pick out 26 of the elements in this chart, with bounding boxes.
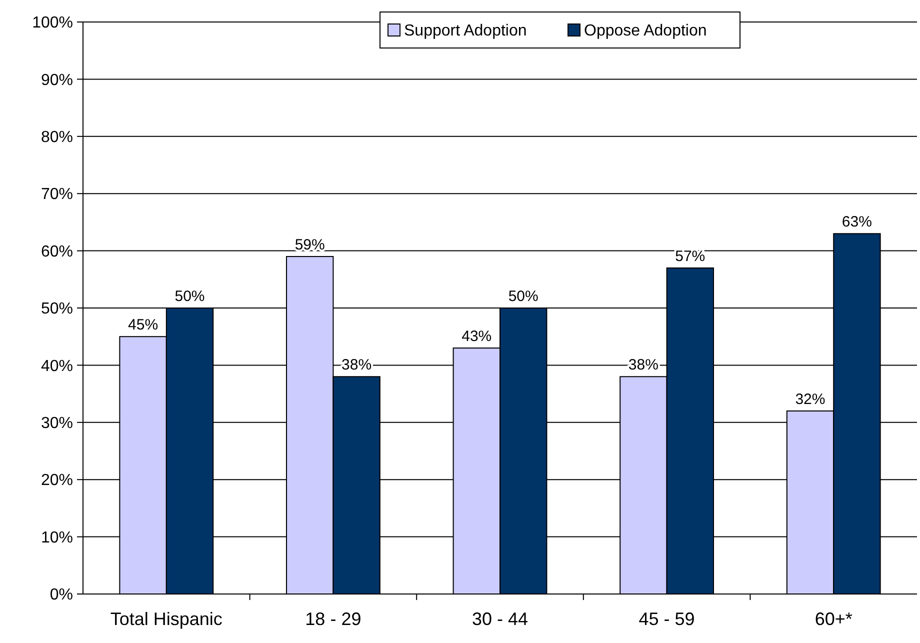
y-tick-label: 100% — [32, 14, 73, 32]
data-label: 43% — [462, 328, 492, 346]
legend-label: Support Adoption — [404, 22, 527, 40]
data-label: 50% — [174, 288, 205, 305]
data-label: 57% — [675, 248, 706, 265]
x-tick-label: Total Hispanic — [110, 609, 222, 629]
y-tick-label: 40% — [40, 358, 73, 375]
x-tick-label: 60+* — [814, 609, 852, 629]
y-tick-label: 80% — [40, 129, 73, 146]
data-label: 63% — [842, 214, 872, 231]
data-label: 45% — [128, 316, 158, 334]
data-label: 59% — [294, 236, 325, 254]
y-tick-label: 10% — [40, 529, 73, 546]
y-tick-label: 0% — [50, 586, 73, 604]
y-tick-label: 70% — [40, 186, 73, 204]
y-tick-label: 60% — [40, 243, 73, 260]
y-tick-label: 50% — [40, 300, 73, 318]
data-label: 50% — [508, 288, 538, 305]
y-tick-label: 20% — [40, 472, 73, 490]
x-tick-label: 45 - 59 — [638, 609, 695, 629]
data-label: 32% — [795, 390, 826, 408]
x-tick-label: 18 - 29 — [305, 609, 362, 629]
y-tick-label: 30% — [40, 415, 73, 432]
legend-label: Oppose Adoption — [584, 22, 707, 40]
x-tick-label: 30 - 44 — [472, 609, 528, 629]
y-tick-label: 90% — [40, 72, 73, 89]
